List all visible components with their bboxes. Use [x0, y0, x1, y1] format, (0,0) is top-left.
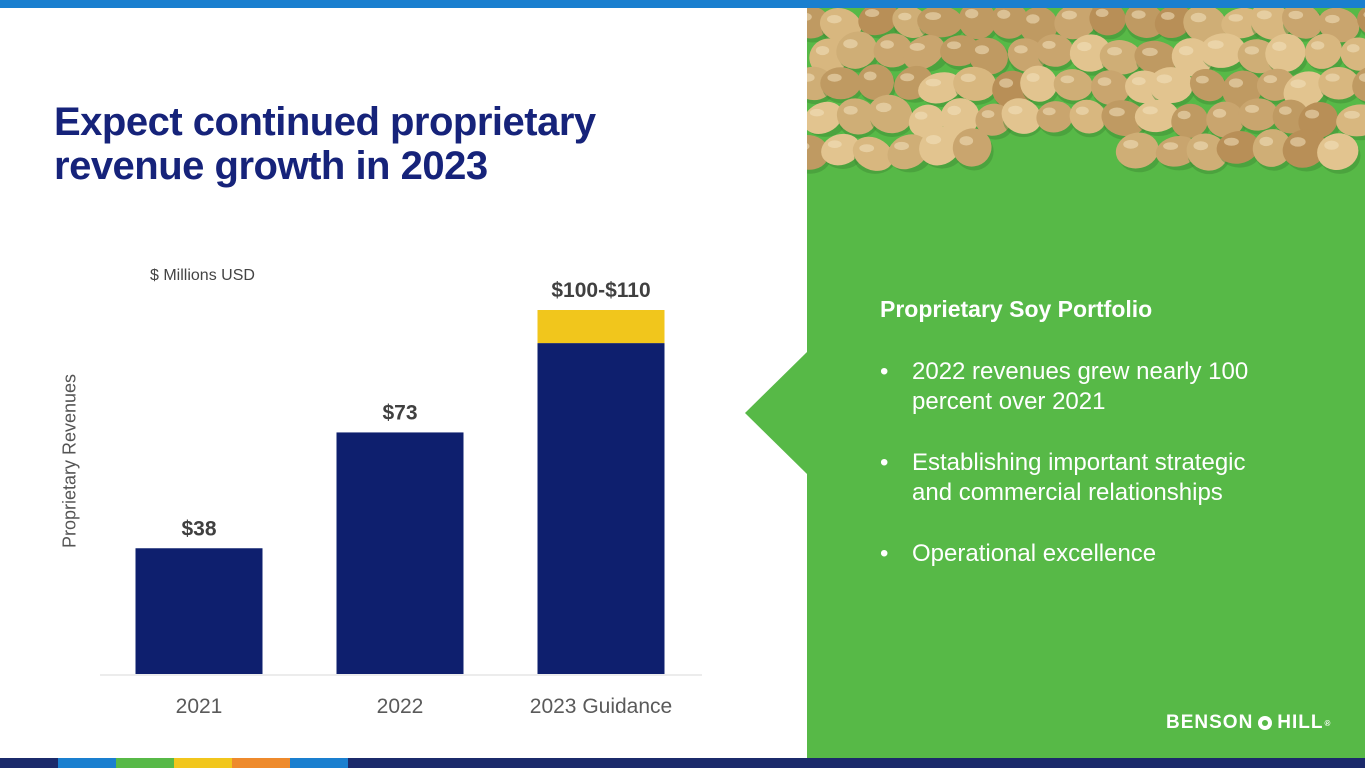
bullet-dot-icon: •: [880, 358, 889, 385]
soybean: [1199, 33, 1248, 72]
data-label-2: $73: [382, 401, 417, 424]
soybean: [852, 136, 897, 174]
panel-title: Proprietary Soy Portfolio: [880, 296, 1153, 322]
bullet-text: Establishing important strategic and com…: [912, 449, 1246, 506]
bullet-dot-icon: •: [880, 540, 889, 567]
slide-title: Expect continued proprietary revenue gro…: [54, 100, 596, 188]
bullet-item-1: • 2022 revenues grew nearly 100 percent o…: [880, 357, 1280, 417]
soybean: [918, 72, 965, 107]
soybean: [952, 128, 994, 171]
logo-seal-icon: [1257, 715, 1273, 731]
bottom-stripe-segment: [58, 758, 116, 768]
logo-text-2: HILL: [1277, 712, 1324, 733]
bottom-stripe-segment: [348, 758, 1365, 768]
bar-revenue-1: [135, 548, 263, 674]
bottom-stripe-segment: [232, 758, 290, 768]
soybean: [1238, 98, 1281, 135]
soybean: [1069, 99, 1109, 138]
logo-text-1: BENSON: [1166, 712, 1254, 733]
soybean: [858, 8, 901, 39]
soybeans-image: [807, 8, 1365, 175]
bullet-item-3: • Operational excellence: [880, 539, 1280, 569]
bottom-stripe-segment: [0, 758, 58, 768]
soybean: [807, 101, 846, 137]
soybean: [1134, 40, 1182, 79]
bar-guidance-range-3: [537, 310, 665, 344]
bar-revenue-2: [336, 432, 464, 674]
soybean: [821, 133, 863, 169]
soybean: [903, 34, 948, 72]
soybean: [1317, 133, 1361, 174]
soybean: [958, 8, 999, 44]
highlight-panel: [807, 8, 1365, 758]
soybean: [1035, 34, 1076, 71]
soybean: [1134, 99, 1181, 137]
x-tick-label-1: 2021: [176, 695, 223, 718]
soybean: [1001, 98, 1044, 138]
data-label-1: $38: [181, 517, 216, 540]
soybean: [1089, 8, 1128, 40]
soybean: [1265, 33, 1308, 76]
registered-mark: ®: [1324, 718, 1332, 728]
x-tick-label-3: 2023 Guidance: [530, 695, 672, 718]
soybean: [1189, 68, 1229, 105]
soybean: [857, 64, 896, 105]
soybean: [919, 126, 964, 169]
bullet-dot-icon: •: [880, 449, 889, 476]
soybean: [1304, 33, 1345, 73]
soybean: [1115, 132, 1161, 173]
bullet-text: Operational excellence: [912, 540, 1157, 567]
bar-revenue-3: [537, 343, 665, 674]
soybean: [917, 8, 965, 42]
benson-hill-logo: BENSON HILL ®: [1166, 712, 1331, 734]
soybean: [1020, 65, 1060, 106]
bottom-stripe-segment: [116, 758, 174, 768]
bottom-stripe-bar: [0, 758, 1365, 768]
top-accent-bar: [0, 0, 1365, 8]
soybean: [868, 94, 915, 138]
data-label-3: $100-$110: [551, 279, 650, 302]
x-tick-label-2: 2022: [377, 695, 424, 718]
soybean: [820, 67, 864, 104]
bullet-list: • 2022 revenues grew nearly 100 percent o…: [880, 357, 1280, 600]
soybean: [1148, 67, 1196, 108]
soybean: [1318, 8, 1362, 46]
soybean: [887, 134, 932, 173]
y-axis-label: Proprietary Revenues: [59, 373, 80, 549]
soybean: [1099, 40, 1145, 79]
bullet-text: 2022 revenues grew nearly 100 percent ov…: [912, 358, 1249, 415]
bar-chart: $38 2021 $73 2022 $100-$110 2023 Guidance: [100, 279, 702, 718]
soybean: [1282, 8, 1325, 42]
soybean: [1336, 104, 1365, 141]
units-label: $ Millions USD: [150, 267, 255, 284]
soybean: [1282, 129, 1329, 172]
soybean: [1318, 67, 1362, 104]
soybean: [1340, 37, 1365, 75]
bullet-item-2: • Establishing important strategic and co…: [880, 448, 1280, 508]
soybean: [1054, 8, 1100, 43]
soybean: [953, 66, 999, 105]
soybean: [836, 31, 880, 73]
soybean: [1036, 101, 1076, 137]
bottom-stripe-segment: [290, 758, 348, 768]
soybean: [1053, 69, 1095, 105]
soybean: [1216, 131, 1262, 168]
soybean: [1171, 103, 1211, 142]
soybean: [1352, 65, 1365, 104]
soybean: [990, 8, 1031, 43]
soybean: [1252, 129, 1294, 171]
soybean: [1186, 133, 1230, 175]
bottom-stripe-segment: [174, 758, 232, 768]
callout-pointer: [745, 352, 807, 474]
